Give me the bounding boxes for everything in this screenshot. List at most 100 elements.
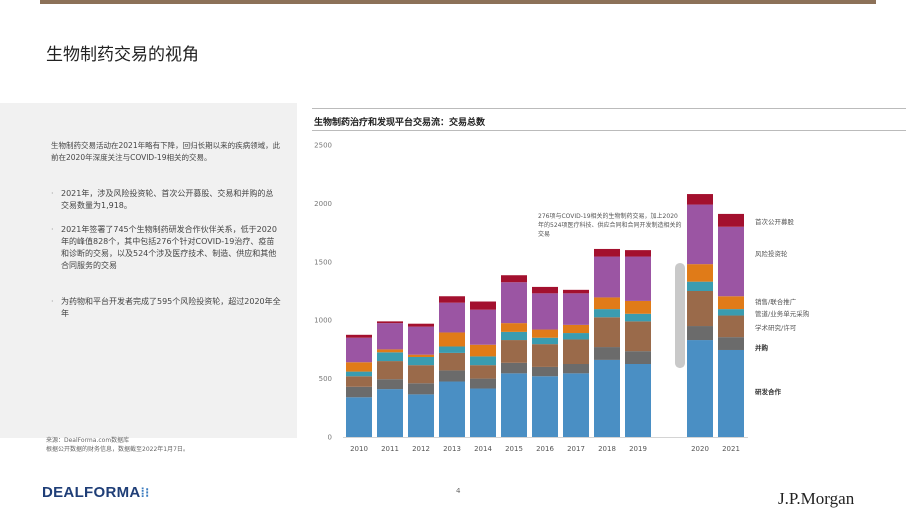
bar-segment: [377, 352, 403, 362]
bar-segment: [718, 213, 744, 227]
bar-segment: [687, 204, 713, 265]
bar-segment: [625, 321, 651, 352]
bar-segment: [563, 293, 589, 325]
bar-segment: [718, 315, 744, 338]
bar-segment: [377, 349, 403, 353]
source-note: 来源：DealForma.com数据库 根据公开数据的财务信息，数据截至2022…: [46, 436, 189, 454]
legend-rnd: 研发合作: [755, 388, 781, 396]
bar-segment: [625, 313, 651, 322]
chart-title: 生物制药治疗和发现平台交易流：交易总数: [314, 118, 486, 128]
bar-segment: [718, 226, 744, 297]
bar-segment: [408, 356, 434, 366]
bar-segment: [377, 323, 403, 350]
y-tick-label: 1000: [314, 317, 332, 325]
bar-segment: [439, 381, 465, 437]
y-tick-label: 1500: [314, 258, 332, 266]
bar-segment: [532, 344, 558, 367]
bar-segment: [501, 275, 527, 283]
x-tick-label: 2012: [412, 445, 430, 453]
dealforma-logo-text: DEALFORMA: [42, 484, 141, 501]
x-tick-label: 2020: [691, 445, 709, 453]
bar-segment: [594, 317, 620, 348]
bullet-marker: ·: [51, 189, 54, 198]
bar-segment: [563, 333, 589, 340]
bar-segment: [532, 376, 558, 437]
bar-segment: [501, 373, 527, 437]
page-number: 4: [456, 487, 461, 495]
chart-title-rule: [312, 108, 906, 131]
x-tick-label: 2011: [381, 445, 399, 453]
bar-segment: [470, 309, 496, 345]
bar-segment: [532, 337, 558, 345]
bar-segment: [377, 361, 403, 380]
bar-segment: [501, 331, 527, 341]
bullet-item-3: · 为药物和平台开发者完成了595个风险投资轮，超过2020年全年: [51, 296, 281, 320]
x-tick-label: 2014: [474, 445, 492, 453]
bar-segment: [470, 378, 496, 389]
bar-segment: [408, 326, 434, 355]
bar-segment: [439, 296, 465, 303]
bar-segment: [470, 365, 496, 379]
bar-segment: [718, 309, 744, 316]
bar-segment: [346, 376, 372, 387]
bar-segment: [687, 340, 713, 437]
covid-annotation: 276项与COVID-19相关的生物制药交易，加上2020年的524项医疗科技、…: [538, 213, 682, 238]
bar-segment: [687, 291, 713, 327]
bar-segment: [346, 371, 372, 377]
bar-segment: [563, 324, 589, 334]
bar-segment: [594, 359, 620, 437]
slide-title: 生物制药交易的视角: [46, 45, 199, 65]
bar-segment: [718, 349, 744, 437]
bar-segment: [346, 386, 372, 398]
legend-licensing: 学术研究/许可: [755, 324, 797, 332]
intro-text: 生物制药交易活动在2021年略有下降，回归长期以来的疾病领域，此前在2020年深…: [51, 141, 281, 162]
bar-segment: [625, 364, 651, 437]
bar-segment: [377, 321, 403, 324]
x-tick-label: 2010: [350, 445, 368, 453]
bar-segment: [563, 364, 589, 374]
x-tick-label: 2017: [567, 445, 585, 453]
bullet-text: 为药物和平台开发者完成了595个风险投资轮，超过2020年全年: [61, 297, 281, 318]
bar-segment: [625, 300, 651, 314]
source-line-1: 来源：DealForma.com数据库: [46, 437, 130, 444]
bar-segment: [625, 351, 651, 364]
bar-segment: [470, 356, 496, 366]
x-tick-label: 2015: [505, 445, 523, 453]
legend-ipo: 首次公开募股: [755, 218, 794, 226]
bar-segment: [501, 282, 527, 324]
bar-segment: [346, 337, 372, 363]
y-tick-label: 2500: [314, 142, 332, 150]
bar-segment: [470, 301, 496, 310]
source-line-2: 根据公开数据的财务信息，数据截至2022年1月7日。: [46, 446, 189, 453]
bar-segment: [718, 296, 744, 310]
bar-segment: [532, 293, 558, 330]
legend-sales: 销售/联合推广: [755, 298, 797, 306]
x-tick-label: 2013: [443, 445, 461, 453]
x-tick-label: 2018: [598, 445, 616, 453]
bar-segment: [439, 332, 465, 347]
bar-segment: [346, 397, 372, 437]
top-accent-bar: [40, 0, 876, 4]
bar-segment: [408, 323, 434, 327]
jpmorgan-logo: J.P.Morgan: [778, 489, 855, 508]
bar-segment: [470, 388, 496, 437]
y-tick-label: 500: [319, 375, 332, 383]
bar-segment: [532, 329, 558, 338]
bar-segment: [501, 340, 527, 363]
bar-segment: [532, 286, 558, 294]
bar-segment: [687, 281, 713, 291]
bar-segment: [439, 370, 465, 382]
bar-segment: [470, 344, 496, 357]
bar-segment: [501, 362, 527, 374]
bar-segment: [346, 334, 372, 338]
bar-segment: [501, 323, 527, 332]
bar-segment: [687, 264, 713, 282]
legend-pipeline: 管道/业务单元采购: [755, 310, 810, 318]
bar-segment: [439, 302, 465, 333]
dealforma-logo: DEALFORMA⁞⁝: [42, 484, 150, 501]
bar-segment: [594, 309, 620, 318]
bar-segment: [563, 339, 589, 364]
x-tick-label: 2019: [629, 445, 647, 453]
bar-segment: [346, 362, 372, 372]
